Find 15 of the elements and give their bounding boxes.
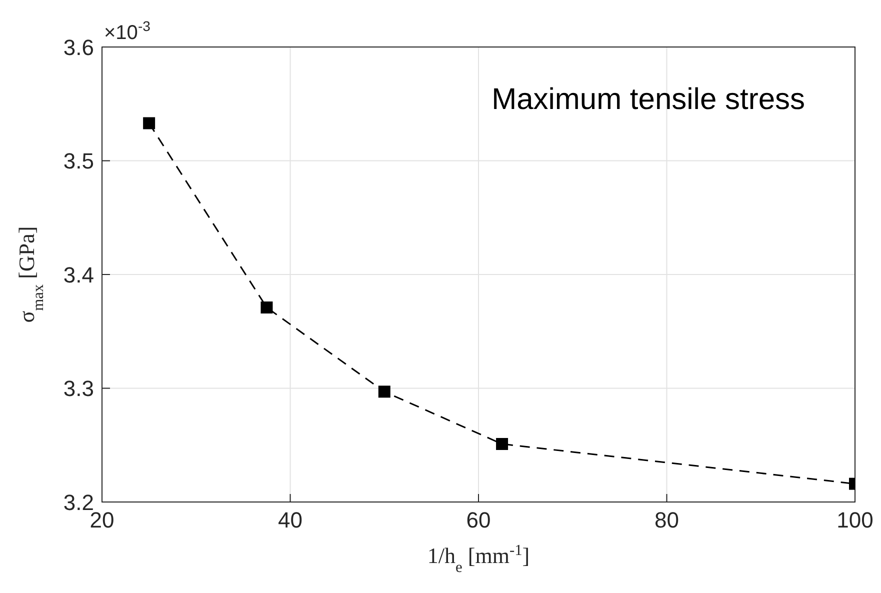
point — [143, 117, 156, 130]
x-tick-label: 80 — [654, 508, 679, 533]
x-tick-label: 60 — [466, 508, 491, 533]
y-tick-label: 3.6 — [63, 34, 94, 60]
text: Maximum tensile stress — [492, 83, 805, 116]
y-tick-label: 3.3 — [63, 376, 94, 402]
point — [378, 386, 390, 398]
x-tick-label: 40 — [278, 508, 302, 533]
x-tick-label: 100 — [836, 508, 874, 533]
text: ×10$^{-3}$ — [104, 18, 151, 44]
point — [496, 438, 508, 450]
y-tick-label: 3.4 — [63, 262, 94, 288]
point — [260, 301, 273, 314]
y-tick-label: 3.5 — [63, 148, 94, 174]
x-axis-title: 1/h$_{e}$ [mm$^{-1}$] — [427, 542, 530, 576]
